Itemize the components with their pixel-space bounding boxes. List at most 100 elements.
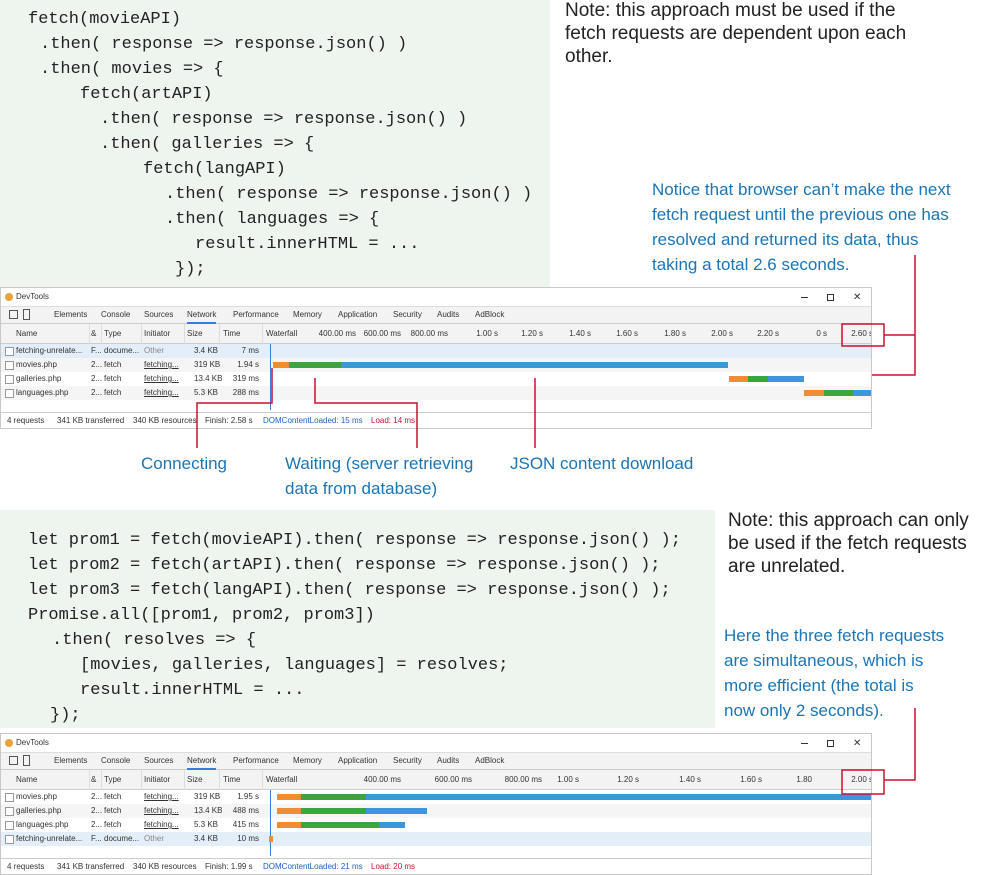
cell: 1.95 s xyxy=(237,792,259,801)
checkbox xyxy=(5,389,14,398)
checkbox xyxy=(5,347,14,356)
cell: fetching... xyxy=(144,360,179,369)
column-header: & xyxy=(91,775,97,784)
tab[interactable]: Performance xyxy=(233,756,279,765)
waterfall-bar xyxy=(289,362,341,368)
cell: 415 ms xyxy=(232,820,259,829)
column-header: & xyxy=(91,329,97,338)
annotation-line: now only 2 seconds). xyxy=(724,701,884,720)
cell: fetch xyxy=(104,820,122,829)
code-line: let prom3 = fetch(langAPI).then( respons… xyxy=(28,581,671,600)
code-line: .then( galleries => { xyxy=(100,135,315,154)
tab[interactable]: Security xyxy=(393,756,422,765)
tab[interactable]: Application xyxy=(338,310,378,319)
tab[interactable]: Network xyxy=(187,754,217,770)
code-line: result.innerHTML = ... xyxy=(80,681,305,700)
tab[interactable]: Application xyxy=(338,756,378,765)
waterfall-bar xyxy=(269,836,273,842)
tab[interactable]: Audits xyxy=(437,310,460,319)
checkbox xyxy=(5,807,14,816)
column-header: Size xyxy=(187,775,203,784)
cell: movies.php xyxy=(16,360,57,369)
status-item: Finish: 1.99 s xyxy=(205,862,253,871)
tab-bar xyxy=(1,752,871,770)
tab[interactable]: Console xyxy=(101,756,131,765)
tab[interactable]: Security xyxy=(393,310,422,319)
cell: languages.php xyxy=(16,820,69,829)
tab[interactable]: Memory xyxy=(293,310,322,319)
cell: fetch xyxy=(104,360,122,369)
code-line: .then( response => response.json() ) xyxy=(40,35,408,54)
waterfall-tick: 0 s xyxy=(816,329,827,338)
cell: fetching... xyxy=(144,374,179,383)
cell: docume... xyxy=(104,834,140,843)
waterfall-tick: 600.00 ms xyxy=(363,329,401,338)
status-item: Load: 20 ms xyxy=(371,862,416,871)
callout-line xyxy=(884,708,916,781)
cell: 2... xyxy=(91,820,103,829)
note-line: Note: this approach must be used if the xyxy=(565,0,896,21)
waterfall-bar xyxy=(804,390,824,396)
note-line: other. xyxy=(565,46,613,67)
code-line: fetch(langAPI) xyxy=(143,160,286,179)
tab[interactable]: AdBlock xyxy=(475,310,505,319)
tab[interactable]: Sources xyxy=(144,756,174,765)
tab[interactable]: Elements xyxy=(54,756,88,765)
code-line: result.innerHTML = ... xyxy=(195,235,420,254)
device-icon xyxy=(23,755,30,766)
code-line: .then( languages => { xyxy=(165,210,380,229)
window-title: DevTools xyxy=(16,738,49,747)
row xyxy=(1,818,871,832)
cell: 488 ms xyxy=(232,806,259,815)
close-icon: ✕ xyxy=(853,292,862,303)
waterfall-tick: 1.00 s xyxy=(557,775,579,784)
tab[interactable]: Performance xyxy=(233,310,279,319)
column-header: Time xyxy=(223,329,241,338)
status-item: 340 KB resources xyxy=(133,416,197,425)
tab[interactable]: Network xyxy=(187,308,217,324)
tab[interactable]: Elements xyxy=(54,310,88,319)
tab[interactable]: Sources xyxy=(144,310,174,319)
waterfall-tick: 1.80 xyxy=(796,775,812,784)
inspect-icon xyxy=(9,310,18,319)
code-background xyxy=(0,510,715,728)
status-bar xyxy=(1,412,871,428)
waterfall-bar xyxy=(301,808,366,814)
tab[interactable]: Memory xyxy=(293,756,322,765)
annotation-line: resolved and returned its data, thus xyxy=(652,230,919,249)
cell: fetch xyxy=(104,806,122,815)
callout-line xyxy=(872,255,916,376)
device-icon xyxy=(23,309,30,320)
cell: fetching-unrelate... xyxy=(16,834,83,843)
waterfall-bar xyxy=(277,794,301,800)
waterfall-tick: 600.00 ms xyxy=(434,775,472,784)
maximize-icon xyxy=(827,740,834,747)
code-line: fetch(artAPI) xyxy=(80,85,213,104)
note-line: Note: this approach can only xyxy=(728,510,969,531)
waterfall-tick: 800.00 ms xyxy=(504,775,542,784)
column-header: Type xyxy=(104,329,122,338)
code-line: let prom1 = fetch(movieAPI).then( respon… xyxy=(28,531,681,550)
waterfall-tick: 1.60 s xyxy=(616,329,638,338)
cell: F... xyxy=(91,834,102,843)
tab[interactable]: Console xyxy=(101,310,131,319)
cell: 10 ms xyxy=(237,834,259,843)
app-icon xyxy=(5,739,13,747)
timeline-marker xyxy=(270,344,271,410)
code-line: .then( movies => { xyxy=(40,60,224,79)
app-icon xyxy=(5,293,13,301)
waterfall-tick: 1.80 s xyxy=(664,329,686,338)
tab[interactable]: AdBlock xyxy=(475,756,505,765)
waterfall-bar xyxy=(301,794,366,800)
status-item: DOMContentLoaded: 21 ms xyxy=(263,862,363,871)
code-line: .then( resolves => { xyxy=(52,631,257,650)
status-item: 4 requests xyxy=(7,862,45,871)
cell: 13.4 KB xyxy=(194,806,223,815)
status-item: Load: 14 ms xyxy=(371,416,416,425)
column-header: Size xyxy=(187,329,203,338)
tab[interactable]: Audits xyxy=(437,756,460,765)
header-row xyxy=(1,324,871,344)
cell: 319 KB xyxy=(194,792,221,801)
cell: 1.94 s xyxy=(237,360,259,369)
